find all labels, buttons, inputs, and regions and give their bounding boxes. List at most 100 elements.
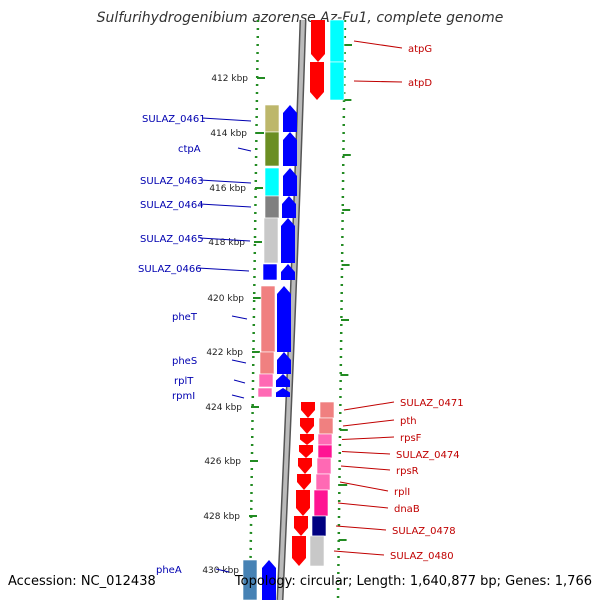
ruler-label: 422 kbp bbox=[206, 348, 243, 358]
reverse-gene-label: atpD bbox=[408, 78, 432, 89]
reverse-leader-line bbox=[353, 80, 403, 83]
reverse-gene-label: SULAZ_0474 bbox=[396, 450, 460, 461]
forward-gene-label: ctpA bbox=[178, 144, 201, 155]
accession-text: Accession: NC_012438 bbox=[8, 574, 156, 589]
reverse-gene-label: dnaB bbox=[394, 504, 420, 515]
reverse-gene-label: SULAZ_0471 bbox=[400, 398, 464, 409]
ruler-label: 414 kbp bbox=[210, 129, 247, 139]
reverse-feature-box bbox=[318, 417, 334, 435]
reverse-leader-line bbox=[339, 481, 389, 492]
reverse-feature-box bbox=[317, 433, 333, 446]
reverse-leader-line bbox=[341, 436, 395, 440]
reverse-gene-arrow bbox=[299, 445, 313, 458]
reverse-leader-line bbox=[333, 550, 385, 556]
reverse-gene-arrow bbox=[300, 418, 314, 434]
reverse-gene-label: rpsR bbox=[396, 466, 419, 477]
reverse-leader-line bbox=[341, 451, 391, 455]
forward-feature-box bbox=[262, 263, 278, 281]
reverse-gene-arrow bbox=[297, 474, 311, 490]
forward-leader-line bbox=[199, 237, 251, 242]
forward-feature-box bbox=[258, 373, 274, 388]
ruler-label: 426 kbp bbox=[204, 457, 241, 467]
forward-gene-arrow bbox=[276, 388, 290, 397]
forward-gene-arrow bbox=[281, 264, 295, 280]
reverse-gene-label: rpsF bbox=[400, 433, 422, 444]
forward-gene-label: SULAZ_0464 bbox=[140, 200, 204, 211]
forward-feature-box bbox=[259, 351, 275, 375]
reverse-feature-box bbox=[329, 61, 345, 101]
reverse-gene-label: SULAZ_0478 bbox=[392, 526, 456, 537]
forward-gene-label: pheS bbox=[172, 356, 197, 367]
reverse-feature-box bbox=[311, 515, 327, 537]
reverse-gene-label: atpG bbox=[408, 44, 432, 55]
forward-gene-arrow bbox=[277, 352, 291, 374]
forward-leader-line bbox=[199, 179, 252, 184]
forward-gene-arrow bbox=[283, 168, 297, 196]
forward-leader-line bbox=[215, 568, 230, 573]
forward-feature-box bbox=[264, 131, 280, 167]
forward-feature-box bbox=[264, 167, 280, 197]
reverse-gene-label: SULAZ_0480 bbox=[390, 551, 454, 562]
forward-gene-arrow bbox=[276, 374, 290, 387]
reverse-gene-label: rplI bbox=[394, 487, 410, 498]
reverse-gene-arrow bbox=[294, 516, 308, 536]
forward-feature-box bbox=[242, 559, 258, 600]
ruler-label: 416 kbp bbox=[209, 184, 246, 194]
forward-feature-box bbox=[257, 387, 273, 398]
outer-track-guide bbox=[336, 19, 347, 600]
forward-gene-label: SULAZ_0466 bbox=[138, 264, 202, 275]
forward-feature-box bbox=[260, 285, 276, 353]
reverse-leader-line bbox=[340, 465, 391, 471]
reverse-leader-line bbox=[335, 525, 387, 531]
forward-gene-arrow bbox=[262, 560, 276, 600]
backbone-strand bbox=[278, 19, 305, 600]
reverse-gene-arrow bbox=[292, 536, 306, 566]
reverse-feature-box bbox=[313, 489, 329, 517]
forward-gene-label: rpmI bbox=[172, 391, 195, 402]
reverse-gene-arrow bbox=[298, 458, 312, 474]
reverse-feature-box bbox=[316, 457, 332, 475]
reverse-feature-box bbox=[315, 473, 331, 491]
forward-leader-line bbox=[231, 315, 248, 320]
reverse-leader-line bbox=[342, 419, 395, 427]
forward-leader-line bbox=[197, 267, 250, 272]
forward-leader-line bbox=[237, 147, 252, 152]
reverse-gene-arrow bbox=[311, 20, 325, 62]
ruler-label: 428 kbp bbox=[203, 512, 240, 522]
reverse-gene-arrow bbox=[301, 402, 315, 418]
map-title: Sulfurihydrogenibium azorense Az-Fu1, co… bbox=[96, 10, 504, 26]
ruler-label: 418 kbp bbox=[208, 238, 245, 248]
forward-gene-label: rplT bbox=[174, 376, 194, 387]
forward-leader-line bbox=[231, 359, 247, 364]
reverse-gene-label: pth bbox=[400, 416, 417, 427]
reverse-feature-box bbox=[317, 444, 333, 459]
reverse-feature-box bbox=[329, 19, 345, 63]
forward-leader-line bbox=[233, 379, 246, 384]
forward-feature-box bbox=[264, 104, 280, 133]
forward-gene-arrow bbox=[282, 196, 296, 218]
reverse-leader-line bbox=[337, 502, 389, 509]
ruler-label: 424 kbp bbox=[205, 403, 242, 413]
forward-feature-box bbox=[264, 195, 280, 219]
forward-leader-line bbox=[231, 394, 245, 399]
forward-leader-line bbox=[201, 117, 252, 122]
reverse-feature-box bbox=[309, 535, 325, 567]
forward-gene-arrow bbox=[277, 286, 291, 352]
forward-gene-label: SULAZ_0463 bbox=[140, 176, 204, 187]
reverse-gene-arrow bbox=[296, 490, 310, 516]
reverse-leader-line bbox=[353, 40, 403, 49]
forward-gene-label: pheT bbox=[172, 312, 198, 323]
ruler-label: 420 kbp bbox=[207, 294, 244, 304]
forward-leader-line bbox=[199, 203, 252, 208]
reverse-gene-arrow bbox=[310, 62, 324, 100]
forward-gene-arrow bbox=[283, 132, 297, 166]
forward-gene-label: pheA bbox=[156, 565, 182, 576]
reverse-feature-box bbox=[319, 401, 335, 419]
forward-gene-arrow bbox=[281, 218, 295, 263]
reverse-gene-arrow bbox=[300, 434, 314, 445]
ruler-label: 430 kbp bbox=[202, 566, 239, 576]
forward-gene-label: SULAZ_0461 bbox=[142, 114, 206, 125]
forward-gene-label: SULAZ_0465 bbox=[140, 234, 204, 245]
genome-summary-text: Topology: circular; Length: 1,640,877 bp… bbox=[234, 574, 592, 589]
